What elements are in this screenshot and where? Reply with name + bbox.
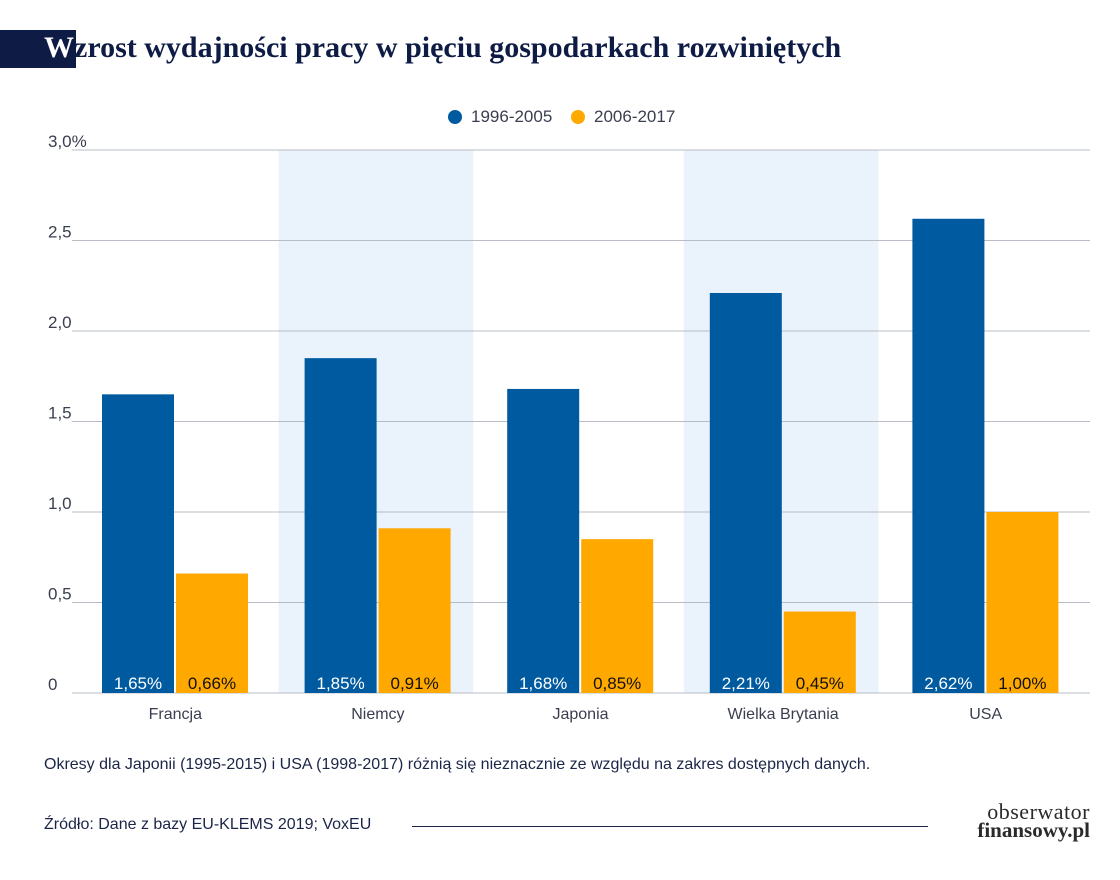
bar-series-2: [176, 573, 248, 693]
y-tick-label: 1,0: [48, 494, 72, 513]
x-tick-label: Francja: [149, 706, 202, 723]
bar-value-label: 0,66%: [188, 674, 236, 693]
chart-title: Wzrost wydajności pracy w pięciu gospoda…: [44, 28, 841, 68]
y-tick-label: 2,0: [48, 313, 72, 332]
logo-line-1: obserwator: [987, 799, 1090, 824]
bar-value-label: 1,85%: [316, 674, 364, 693]
bar-value-label: 1,00%: [998, 674, 1046, 693]
bar-chart: 0 0,5 1,0 1,5 2,0 2,5 3,0% 1,65% 1,85% 1,68% 2,21%…: [48, 107, 1090, 723]
bar-value-label: 2,62%: [924, 674, 972, 693]
chart-title-rest: zrost wydajności pracy w pięciu gospodar…: [74, 31, 842, 64]
bar-value-label: 1,68%: [519, 674, 567, 693]
bar-series-2: [378, 528, 451, 693]
x-tick-label: Japonia: [552, 706, 608, 723]
title-accent-bar: [0, 30, 76, 68]
chart-title-initial: W: [44, 31, 74, 64]
bar-value-label: 0,91%: [390, 674, 438, 693]
y-tick-label: 0,5: [48, 585, 72, 604]
footnote: Okresy dla Japonii (1995-2015) i USA (19…: [44, 756, 871, 773]
bar-series-2: [581, 539, 654, 693]
legend-swatch: [448, 110, 462, 124]
bar-series-1: [709, 292, 782, 693]
logo-line-2: finansowy.pl: [977, 818, 1090, 842]
y-tick-label: 3,0%: [48, 132, 87, 151]
bar-series-1: [102, 394, 174, 693]
legend-label: 2006-2017: [594, 107, 675, 126]
brand-logo: obserwator finansowy.pl: [950, 799, 1090, 842]
bar-series-2: [783, 611, 856, 693]
bar-value-label: 2,21%: [722, 674, 770, 693]
legend-swatch: [571, 110, 585, 124]
x-tick-label: Niemcy: [351, 706, 404, 723]
source-note: Źródło: Dane z bazy EU-KLEMS 2019; VoxEU: [44, 816, 372, 833]
bar-series-1: [507, 388, 580, 693]
bar-series-1: [304, 358, 377, 693]
bar-series-1: [912, 218, 985, 693]
y-tick-label: 1,5: [48, 404, 72, 423]
bar-value-label: 1,65%: [114, 674, 162, 693]
legend-label: 1996-2005: [471, 107, 552, 126]
y-tick-label: 2,5: [48, 223, 72, 242]
x-tick-label: USA: [969, 706, 1002, 723]
bar-value-label: 0,85%: [593, 674, 641, 693]
y-tick-label: 0: [48, 675, 57, 694]
bar-value-label: 0,45%: [796, 674, 844, 693]
bar-series-2: [986, 512, 1059, 693]
x-tick-label: Wielka Brytania: [728, 706, 839, 723]
source-divider: [412, 826, 928, 827]
